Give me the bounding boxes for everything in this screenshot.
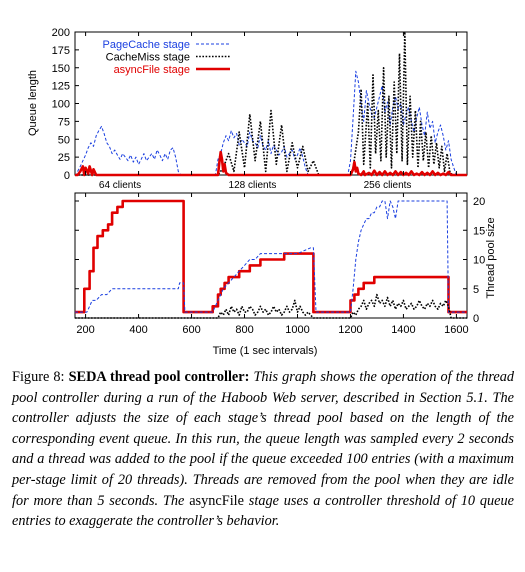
caption-label: Figure 8:: [12, 369, 65, 385]
x-tick-label: 1400: [391, 324, 415, 336]
client-annotation: 256 clients: [364, 180, 412, 191]
top-y-axis-label: Queue length: [27, 70, 39, 136]
top-y-tick-label: 75: [58, 116, 70, 128]
bottom-series-line-asyncfile: [75, 199, 467, 314]
top-y-tick-label: 200: [52, 27, 70, 39]
bottom-series-line-pagecache: [75, 200, 467, 313]
bottom-y-tick-label: 20: [473, 196, 485, 208]
top-series-line-asyncfile: [75, 150, 467, 177]
top-y-tick-label: 175: [52, 45, 70, 57]
bottom-series-group: [75, 199, 467, 319]
bottom-y-axis-label: Thread pool size: [485, 217, 497, 298]
thread-pool-panel: 0 5 10 15 20 200 400 600 800 1000 1200 1400 1600 Th…: [74, 32, 497, 357]
bottom-y-tick-label: 10: [473, 255, 485, 267]
top-y-tick-label: 150: [52, 63, 70, 75]
bottom-y-tick-label: 5: [473, 284, 479, 296]
top-y-tick-label: 100: [52, 99, 70, 111]
top-y-tick-label: 125: [52, 81, 70, 93]
legend-label-pagecache: PageCache stage: [103, 39, 190, 51]
x-tick-label: 1200: [338, 324, 362, 336]
top-y-tick-label: 25: [58, 152, 70, 164]
x-tick-label: 600: [182, 324, 200, 336]
bottom-y-tick-label: 0: [473, 313, 479, 325]
top-y-tick-label: 50: [58, 134, 70, 146]
client-annotation: 64 clients: [99, 180, 141, 191]
bottom-series-line-cachemiss: [75, 293, 467, 319]
bottom-y-axis: 0 5 10 15 20: [75, 196, 485, 325]
queue-length-panel: 0 25 50 75 100 125 150 175 200 Queue length 64 c…: [27, 27, 468, 191]
x-tick-label: 400: [129, 324, 147, 336]
client-annotations: 64 clients 128 clients 256 clients: [99, 180, 412, 191]
caption-stage-name: asyncFile: [189, 492, 244, 509]
top-y-axis: 0 25 50 75 100 125 150 175 200: [52, 27, 467, 182]
top-y-tick-label: 0: [64, 170, 70, 182]
x-axis-label: Time (1 sec intervals): [213, 345, 318, 357]
legend-label-cachemiss: CacheMiss stage: [106, 52, 190, 64]
bottom-plot-frame: [74, 192, 468, 319]
caption-body-2: stage uses a controller threshold of 10 …: [12, 492, 515, 530]
top-series-line-cachemiss: [75, 31, 467, 176]
client-annotation: 128 clients: [229, 180, 277, 191]
x-tick-label: 1600: [444, 324, 468, 336]
legend-label-asyncfile: asyncFile stage: [114, 64, 190, 76]
caption-body-1: This graph shows the operation of the th…: [12, 369, 515, 509]
x-tick-label: 800: [235, 324, 253, 336]
figure-caption: Figure 8: SEDA thread pool controller: T…: [12, 367, 514, 532]
x-tick-label: 1000: [285, 324, 309, 336]
caption-title: SEDA thread pool controller:: [68, 369, 250, 385]
x-axis: 200 400 600 800 1000 1200 1400 1600: [76, 32, 469, 336]
bottom-y-tick-label: 15: [473, 225, 485, 237]
top-series-line-pagecache: [75, 70, 467, 176]
x-tick-label: 200: [76, 324, 94, 336]
top-series-group: [75, 31, 467, 177]
